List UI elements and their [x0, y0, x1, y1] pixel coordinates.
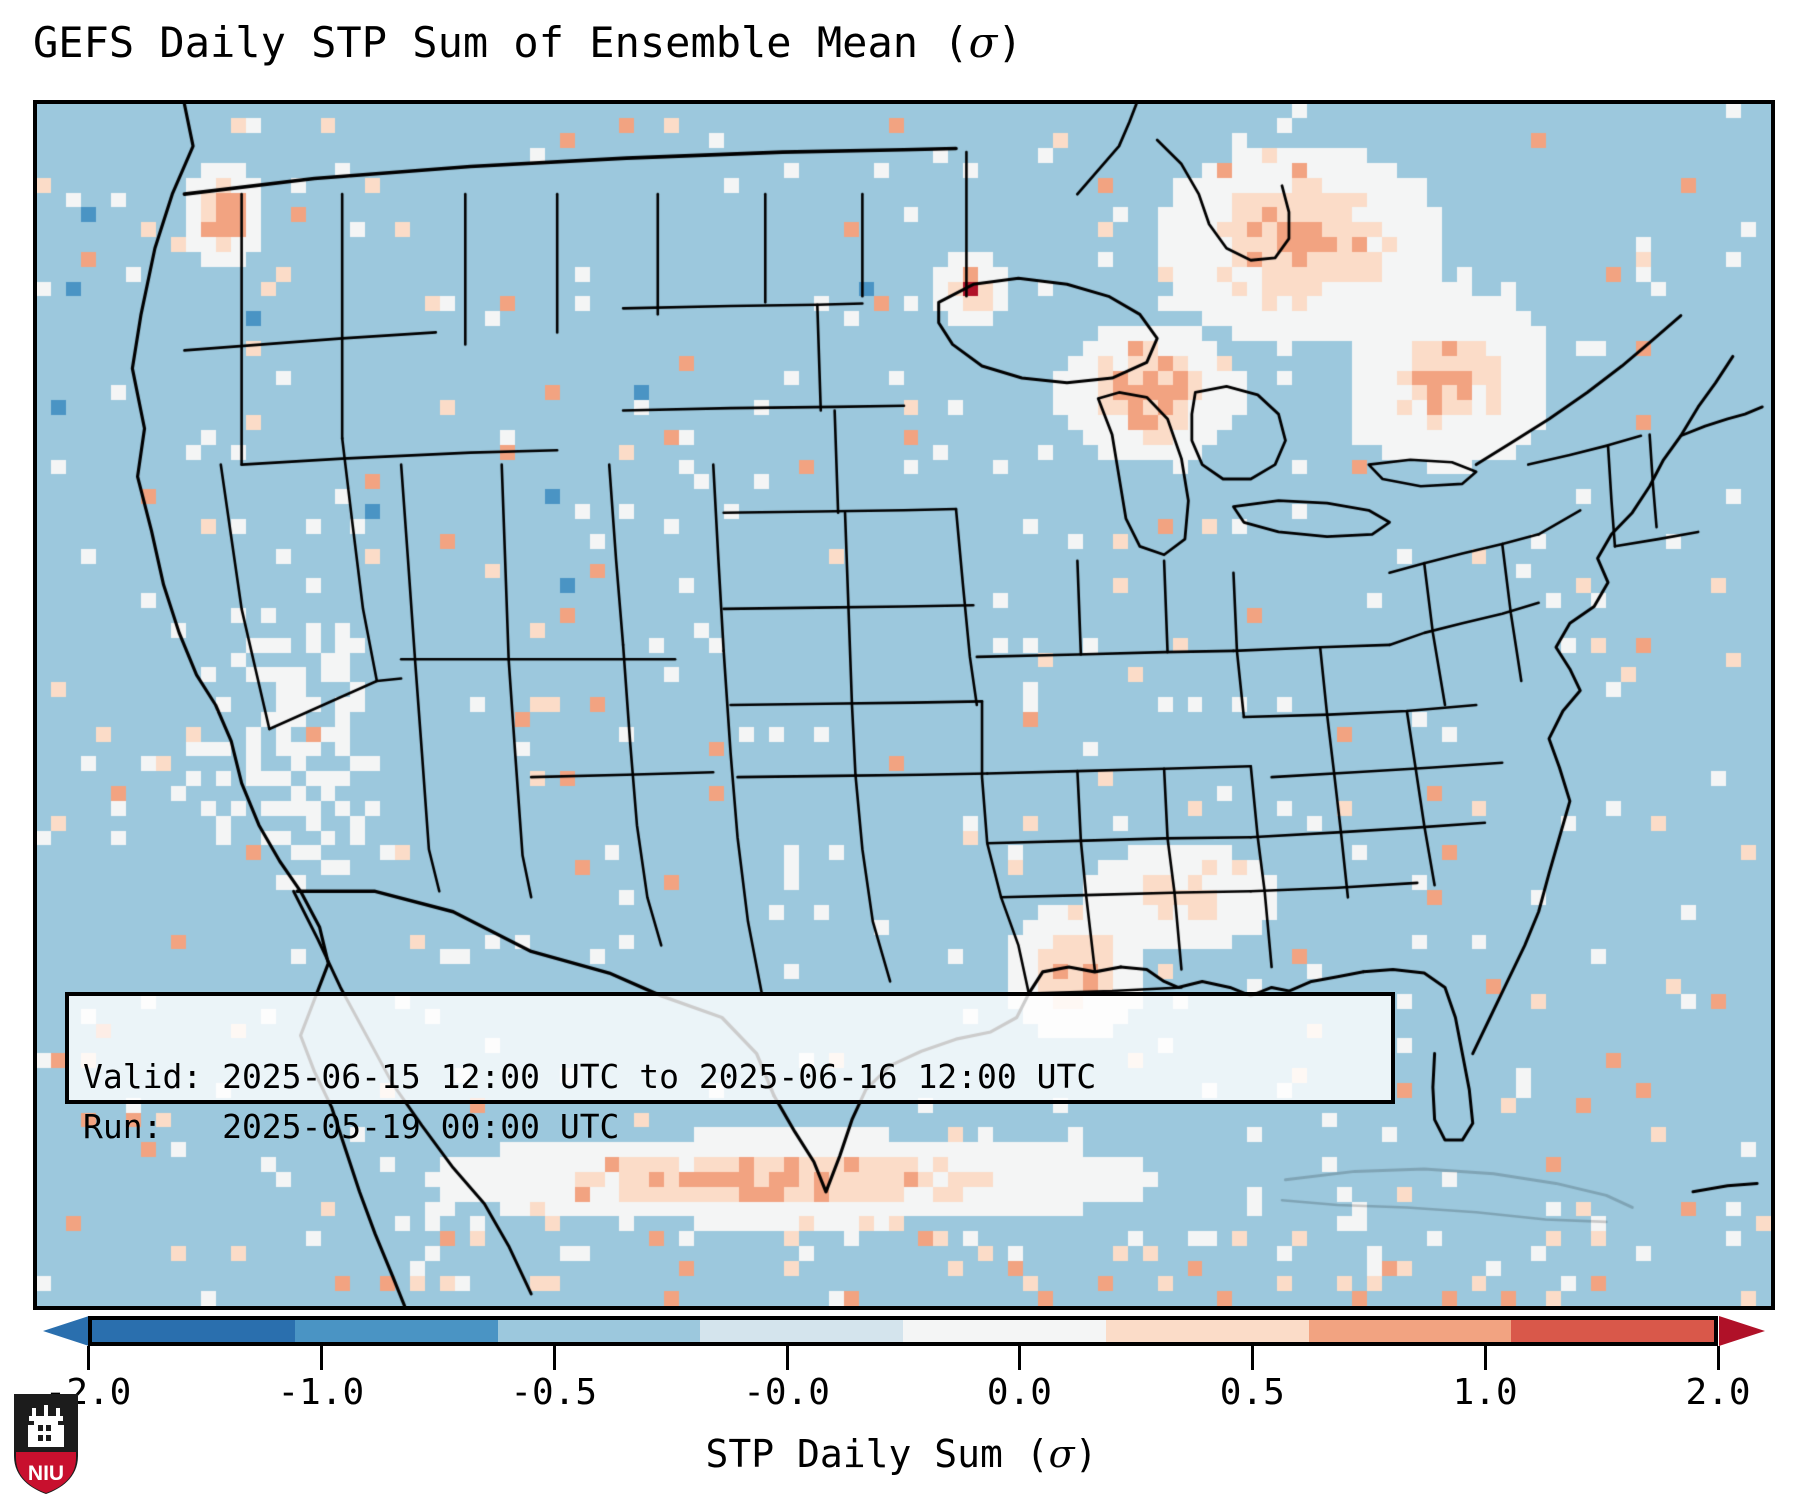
page-title: GEFS Daily STP Sum of Ensemble Mean (σ) [33, 18, 1023, 67]
title-text-before: GEFS Daily STP Sum of Ensemble Mean ( [33, 18, 969, 67]
annotation-line-run: Run: 2025-05-19 00:00 UTC [83, 1107, 620, 1146]
colorbar-segment-0 [92, 1320, 295, 1342]
cbar-label-after: ) [1074, 1432, 1098, 1476]
cbar-label-before: STP Daily Sum ( [705, 1432, 1049, 1476]
colorbar-tick-label-3: -0.0 [743, 1372, 830, 1413]
colorbar-tick-0 [87, 1346, 90, 1370]
valid-run-annotation-box: Valid: 2025-06-15 12:00 UTC to 2025-06-1… [65, 992, 1395, 1146]
colorbar-tick-3 [785, 1346, 789, 1370]
colorbar-container[interactable] [33, 1316, 1775, 1350]
colorbar-tick-label-1: -1.0 [277, 1372, 365, 1413]
annotation-line-valid: Valid: 2025-06-15 12:00 UTC to 2025-06-1… [83, 1057, 1097, 1096]
colorbar-ticks [33, 1346, 1775, 1372]
colorbar-tick-label-6: 1.0 [1452, 1372, 1518, 1413]
title-text-after: ) [997, 18, 1023, 67]
map-heatmap-canvas[interactable] [37, 104, 1771, 1306]
colorbar-tick-label-2: -0.5 [510, 1372, 598, 1413]
colorbar-axis-label: STP Daily Sum (σ) [0, 1432, 1803, 1476]
colorbar-tick-7 [1717, 1346, 1720, 1370]
colorbar-tick-labels: -2.0 -1.0 -0.5 -0.0 0.0 0.5 1.0 2.0 [33, 1372, 1775, 1418]
sigma-glyph: σ [968, 18, 998, 67]
colorbar-segment-2 [497, 1320, 701, 1342]
colorbar-segment-1 [294, 1320, 498, 1342]
logo-text: NIU [28, 1462, 64, 1485]
colorbar-segment-3 [700, 1320, 903, 1342]
colorbar-tick-label-5: 0.5 [1219, 1372, 1285, 1413]
colorbar-segment-7 [1511, 1320, 1714, 1342]
cbar-sigma-glyph: σ [1048, 1432, 1075, 1476]
colorbar-tick-5 [1251, 1346, 1255, 1370]
colorbar-tick-label-7: 2.0 [1685, 1372, 1751, 1413]
colorbar-tick-4 [1018, 1346, 1022, 1370]
colorbar-tick-6 [1484, 1346, 1488, 1370]
colorbar-extend-low-arrow [43, 1316, 89, 1346]
colorbar[interactable] [88, 1316, 1718, 1346]
niu-logo: NIU [14, 1394, 78, 1494]
colorbar-tick-label-4: 0.0 [986, 1372, 1052, 1413]
colorbar-tick-2 [552, 1346, 556, 1370]
map-panel[interactable]: Valid: 2025-06-15 12:00 UTC to 2025-06-1… [33, 100, 1775, 1310]
colorbar-segment-4 [903, 1320, 1106, 1342]
colorbar-extend-high-arrow [1719, 1316, 1765, 1346]
colorbar-segment-5 [1105, 1320, 1309, 1342]
colorbar-segment-6 [1308, 1320, 1512, 1342]
colorbar-tick-1 [319, 1346, 323, 1370]
